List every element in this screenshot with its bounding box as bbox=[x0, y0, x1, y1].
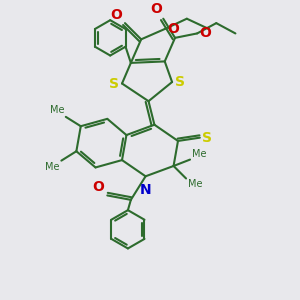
Text: Me: Me bbox=[188, 179, 202, 189]
Text: Me: Me bbox=[45, 162, 60, 172]
Text: Me: Me bbox=[191, 149, 206, 159]
Text: O: O bbox=[167, 22, 179, 36]
Text: S: S bbox=[175, 75, 185, 89]
Text: N: N bbox=[140, 183, 152, 197]
Text: O: O bbox=[92, 180, 104, 194]
Text: O: O bbox=[200, 26, 211, 40]
Text: O: O bbox=[111, 8, 123, 22]
Text: O: O bbox=[150, 2, 162, 16]
Text: Me: Me bbox=[50, 105, 64, 116]
Text: S: S bbox=[109, 76, 119, 91]
Text: S: S bbox=[202, 131, 212, 145]
